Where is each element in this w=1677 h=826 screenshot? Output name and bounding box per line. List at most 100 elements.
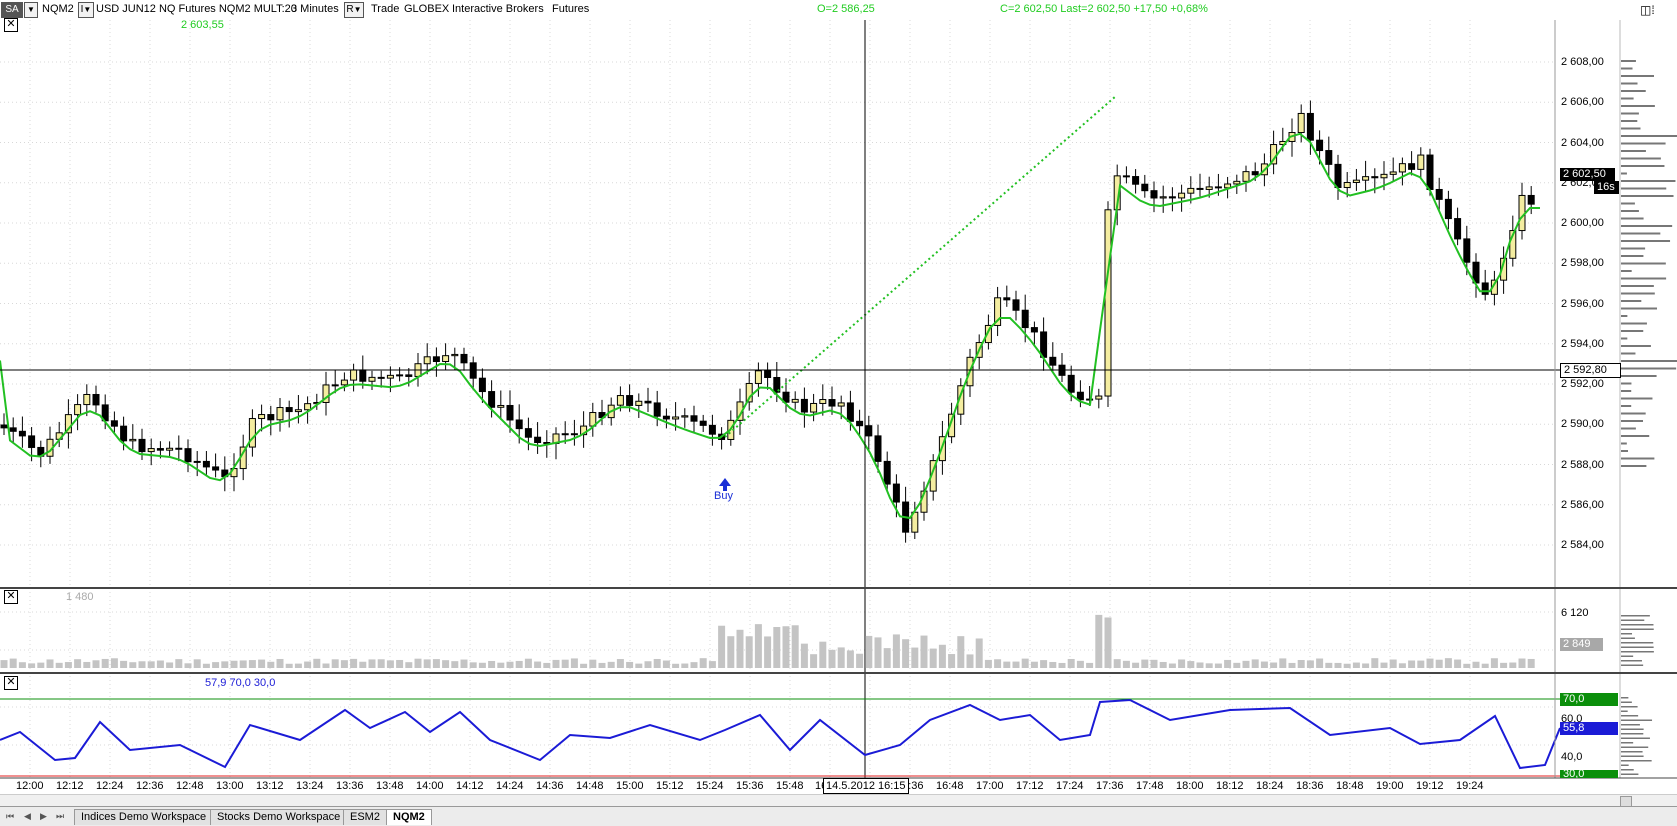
candle-bull [368,376,376,382]
volume-bar [644,661,652,668]
volume-bar [469,662,477,668]
volume-bar [1104,617,1112,668]
volume-profile-bar [1621,390,1632,392]
next-icon[interactable]: ▶ [40,811,47,821]
time-axis-label: 14:00 [416,780,444,792]
prev-icon[interactable]: ◀ [24,811,31,821]
broker-label: Interactive Brokers [452,3,544,15]
candle-bull [1104,209,1112,397]
candle-bear [626,395,634,406]
close-price-panel-button[interactable]: ✕ [4,18,18,32]
volume-bar [1040,660,1048,668]
close-volume-panel-button[interactable]: ✕ [4,590,18,604]
sa-button[interactable]: SA [1,2,23,18]
volume-bar [110,658,118,668]
candle-bear [846,402,854,422]
volume-bar [1500,662,1508,668]
candle-bull [276,407,284,421]
volume-bar [699,658,707,668]
candle-bull [681,415,689,418]
candle-bull [1159,196,1167,199]
tab-indices-demo-workspace[interactable]: Indices Demo Workspace [74,809,214,825]
candle-bull [1380,173,1388,179]
volume-bar [534,661,542,668]
volume-bar [368,659,376,668]
candle-bear [469,362,477,379]
volume-bar [589,659,597,668]
candle-bull [497,404,505,408]
tab-stocks-demo-workspace[interactable]: Stocks Demo Workspace [210,809,348,825]
volume-bar [1417,660,1425,668]
volume-profile-bar [1621,195,1674,197]
volume-bar [902,639,910,668]
volume-bar [653,658,661,668]
volume-bar [1021,658,1029,668]
close-icon: ✕ [6,676,16,688]
rsi-profile-bar [1621,764,1629,766]
volume-bar [9,658,17,668]
tab-nqm2[interactable]: NQM2 [386,809,432,825]
last-icon[interactable]: ⏭ [56,811,65,821]
time-axis-label: 16:48 [936,780,964,792]
volume-bar [267,661,275,668]
candle-bull [1205,186,1213,190]
candle-bull [810,402,818,413]
time-axis-label: 17:48 [1136,780,1164,792]
candle-bear [359,369,367,382]
volume-bar [938,644,946,668]
candle-bear [865,425,873,437]
volume-bar [386,660,394,668]
volume-bar [147,661,155,668]
interval-label[interactable]: 3 Minutes [291,3,339,15]
candle-bear [18,430,26,437]
close-rsi-panel-button[interactable]: ✕ [4,676,18,690]
volume-bar [1196,662,1204,668]
volume-bar [598,662,606,668]
candle-bull [304,403,312,411]
chart-canvas[interactable] [0,0,1677,806]
volume-profile-bar [1621,75,1655,77]
volume-bar [1067,658,1075,668]
volume-bar [304,661,312,668]
time-axis-label: 19:00 [1376,780,1404,792]
volume-bar [607,661,615,668]
volume-bar [442,660,450,668]
price-axis-label: 2 584,00 [1561,539,1604,551]
time-axis-label: 12:36 [136,780,164,792]
rsi-profile-bar [1621,706,1638,708]
volume-bar [1159,661,1167,668]
tab-esm2[interactable]: ESM2 [343,809,387,825]
candle-bear [1408,163,1416,170]
rsi-profile-bar [1621,737,1650,739]
volume-bar [1095,614,1103,668]
volume-bar [984,659,992,668]
volume-bar [1012,661,1020,668]
time-axis-label: 19:12 [1416,780,1444,792]
candle-bull [948,413,956,438]
first-icon[interactable]: ⏮ [6,811,15,821]
info-dropdown-button[interactable]: I▼ [78,2,94,18]
candle-bear [377,376,385,379]
symbol-label[interactable]: NQM2 [42,3,74,15]
horizontal-scrollbar[interactable] [0,794,1677,808]
sa-dropdown-button[interactable]: ▼ [24,2,38,18]
rsi-profile [1621,697,1653,775]
candle-bear [405,374,413,377]
volume-bar [892,634,900,668]
candle-bear [662,415,670,420]
volume-bar [478,662,486,668]
volume-bar [1168,663,1176,668]
detach-window-icon[interactable]: ◫⁞ [1640,3,1655,17]
price-axis-label: 2 600,00 [1561,217,1604,229]
volume-profile-bar [1621,240,1671,242]
price-axis-label: 2 586,00 [1561,498,1604,511]
candle-bull [193,460,201,463]
candle-bear [570,433,578,436]
candle-bear [800,398,808,413]
candle-bear [1132,176,1140,185]
volume-bar [28,663,36,668]
rsi-profile-bar [1621,719,1653,721]
candle-bull [258,414,266,420]
r-dropdown-button[interactable]: R▼ [344,2,364,18]
buy-label: Buy [714,490,733,502]
